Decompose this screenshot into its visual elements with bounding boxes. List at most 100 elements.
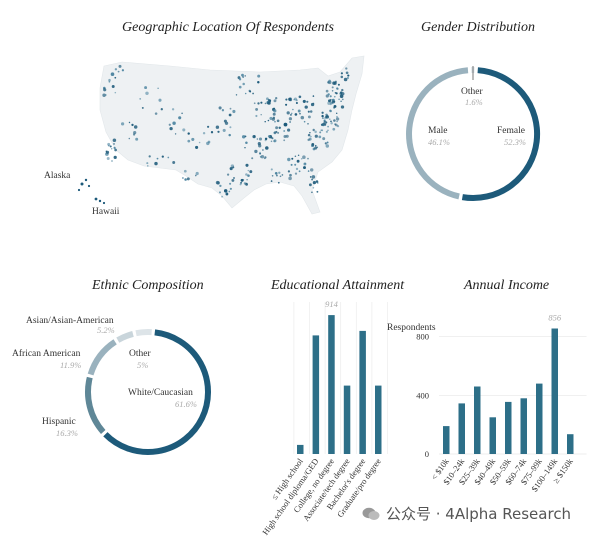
respondent-dot — [287, 128, 291, 132]
respondent-dot — [264, 156, 267, 159]
respondent-dot — [133, 125, 138, 129]
respondent-dot — [111, 160, 113, 162]
respondent-dot — [107, 142, 111, 146]
respondent-dot — [316, 190, 319, 193]
respondent-dot — [259, 151, 261, 154]
respondent-dot — [307, 170, 310, 172]
respondent-dot — [110, 148, 113, 150]
bar-2 — [474, 386, 481, 454]
respondent-dot — [111, 85, 115, 88]
gender-female-label: Female — [497, 126, 525, 136]
respondent-dot — [325, 130, 328, 133]
respondent-dot — [257, 81, 260, 84]
respondent-dot — [273, 132, 276, 134]
respondent-dot — [172, 161, 176, 164]
alaska-dot — [77, 188, 81, 192]
gender-female-pct: 52.3% — [504, 137, 526, 147]
respondent-dot — [229, 187, 232, 191]
respondent-dot — [279, 175, 282, 178]
respondent-dot — [283, 139, 286, 142]
gender-slice-female — [461, 67, 541, 201]
respondent-dot — [278, 126, 281, 130]
respondent-dot — [244, 92, 247, 95]
respondent-dot — [285, 134, 289, 138]
hawaii-label: Hawaii — [92, 207, 120, 217]
respondent-dot — [294, 172, 298, 175]
respondent-dot — [264, 102, 267, 105]
respondent-dot — [146, 162, 149, 165]
respondent-dot — [158, 98, 162, 102]
respondent-dot — [228, 113, 232, 117]
respondent-dot — [132, 133, 136, 136]
respondent-dot — [228, 190, 231, 193]
respondent-dot — [148, 155, 151, 158]
respondent-dot — [309, 131, 311, 134]
respondent-dot — [187, 139, 191, 143]
respondent-dot — [270, 180, 273, 182]
respondent-dot — [241, 135, 246, 139]
respondent-dot — [264, 120, 266, 123]
respondent-dot — [318, 135, 322, 139]
alaska-dot — [80, 182, 84, 186]
ethnic-white-pct: 61.6% — [175, 399, 197, 409]
data-label: 914 — [325, 299, 339, 309]
ethnic-asian-pct: 5.2% — [97, 325, 115, 335]
respondent-dot — [267, 101, 271, 105]
ethnic-donut — [85, 328, 211, 455]
respondent-dot — [257, 142, 261, 146]
respondent-dot — [311, 175, 316, 179]
respondent-dot — [297, 154, 300, 157]
respondent-dot — [340, 105, 345, 109]
respondent-dot — [241, 73, 244, 77]
wechat-icon — [362, 507, 380, 520]
respondent-dot — [178, 116, 182, 120]
respondent-dot — [311, 191, 313, 194]
respondent-dot — [289, 113, 292, 116]
respondent-dot — [195, 171, 199, 176]
respondent-dot — [330, 121, 333, 125]
ethnic-slice-other — [135, 328, 152, 337]
respondent-dot — [238, 77, 242, 81]
respondent-dot — [232, 166, 235, 169]
respondent-dot — [270, 140, 273, 143]
respondent-dot — [333, 119, 336, 122]
bar-4 — [359, 330, 366, 454]
respondent-dot — [295, 167, 299, 171]
respondent-dot — [255, 114, 258, 118]
respondent-dot — [285, 103, 288, 106]
respondent-dot — [102, 93, 106, 97]
bar-2 — [328, 315, 335, 454]
respondent-dot — [322, 137, 326, 141]
respondent-dot — [117, 70, 120, 73]
respondent-dot — [247, 174, 250, 177]
respondent-dot — [330, 120, 332, 123]
ethnic-hispanic-label: Hispanic — [42, 417, 76, 427]
respondent-dot — [298, 170, 301, 173]
bar-1 — [458, 403, 465, 454]
respondent-dot — [277, 131, 280, 134]
ethnic-slice-hispanic — [85, 376, 106, 434]
y-tick-label: 400 — [416, 390, 429, 400]
respondent-dot — [336, 120, 338, 123]
respondent-dot — [304, 105, 308, 109]
respondent-dot — [287, 157, 291, 162]
respondent-dot — [312, 181, 316, 185]
bar-5 — [375, 385, 382, 454]
respondent-dot — [314, 146, 318, 150]
gender-male-pct: 46.1% — [428, 137, 450, 147]
respondent-dot — [210, 131, 214, 134]
respondent-dot — [114, 76, 117, 79]
respondent-dot — [291, 157, 294, 160]
respondent-dot — [239, 183, 242, 186]
respondent-dot — [290, 112, 293, 115]
respondent-dot — [191, 137, 195, 141]
respondent-dot — [326, 141, 329, 144]
respondent-dot — [267, 119, 270, 122]
respondent-dot — [276, 119, 280, 123]
respondent-dot — [238, 85, 242, 89]
bar-1 — [312, 335, 320, 454]
bar-3 — [489, 417, 496, 454]
respondent-dot — [328, 99, 331, 103]
respondent-dot — [288, 117, 293, 121]
respondent-dot — [207, 125, 210, 128]
